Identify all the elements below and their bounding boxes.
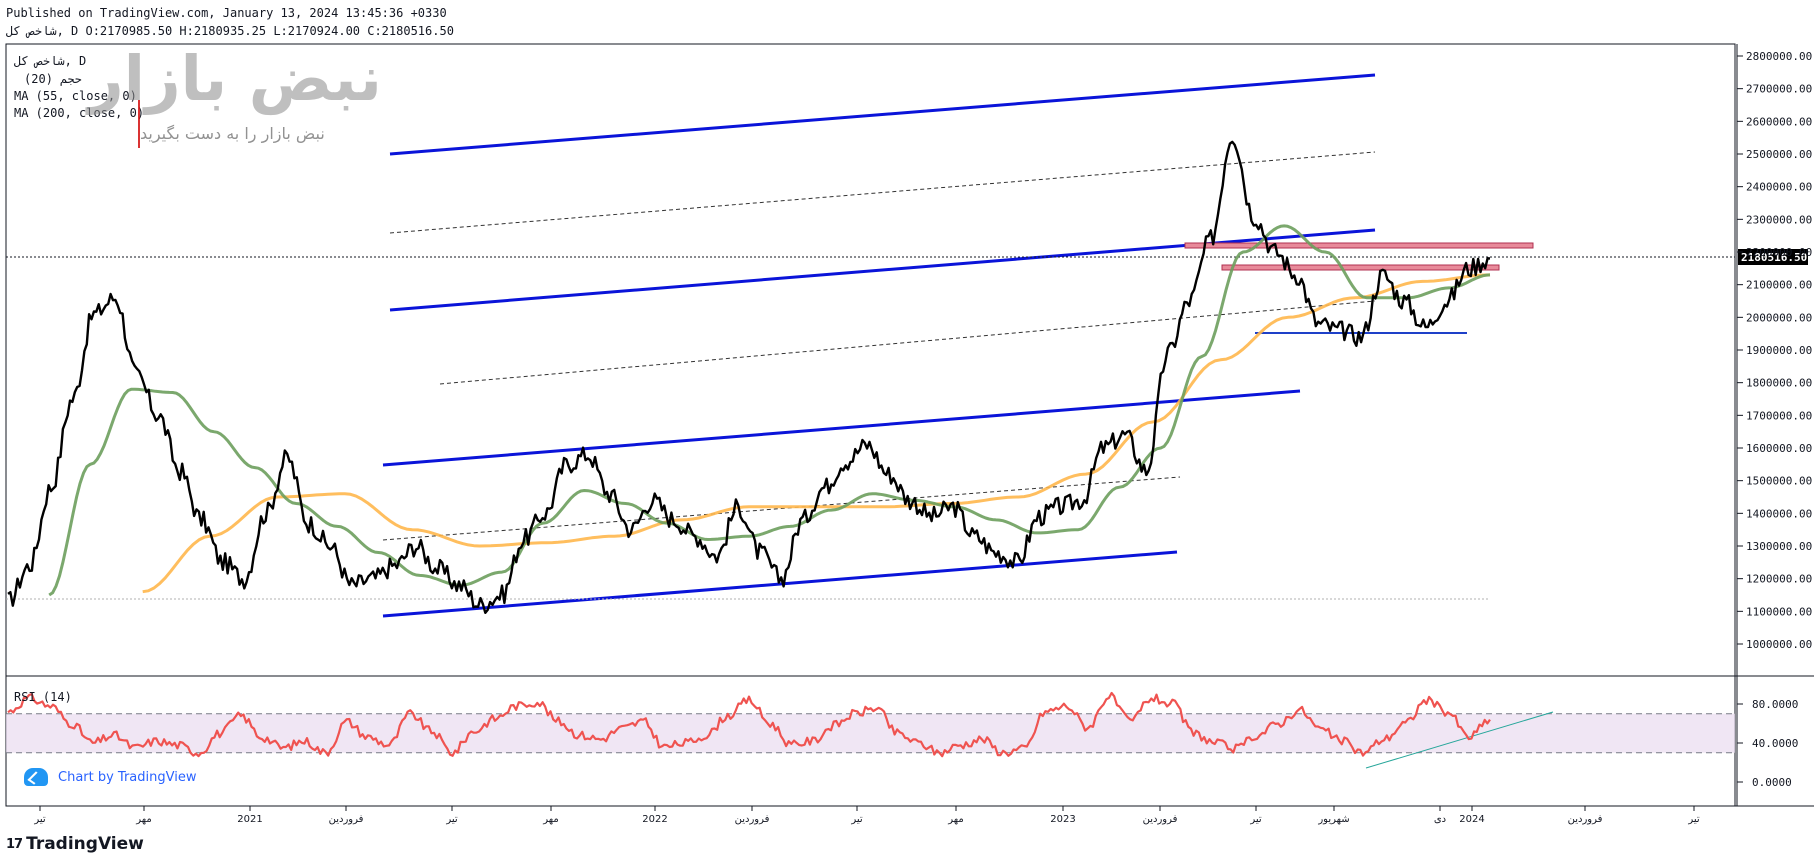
chart-by-tradingview-badge[interactable]: Chart by TradingView — [18, 762, 203, 792]
x-tick-label: مهر — [135, 814, 151, 825]
y-tick-label: 2300000.00 — [1746, 213, 1812, 226]
ohlc-line: شاخص کل, D O:2170985.50 H:2180935.25 L:2… — [6, 24, 454, 38]
y-tick-label: 1100000.00 — [1746, 605, 1812, 618]
x-tick-label: فروردین — [1143, 814, 1178, 825]
rsi-line — [7, 691, 1491, 758]
rsi-trendline — [1365, 711, 1554, 769]
channel-midline — [439, 300, 1376, 385]
x-tick-label: 2023 — [1050, 814, 1075, 825]
x-tick-label: 2021 — [237, 814, 262, 825]
y-tick-label: 2000000.00 — [1746, 311, 1812, 324]
x-tick-label: فروردین — [329, 814, 364, 825]
watermark-logo: نبض بازار — [88, 42, 384, 115]
x-tick-label: فروردین — [1568, 814, 1603, 825]
rsi-tick-label: 0.0000 — [1752, 776, 1792, 789]
y-tick-label: 1800000.00 — [1746, 377, 1812, 390]
support-zone — [1221, 264, 1500, 271]
legend-ma55: MA (55, close, 0) — [14, 89, 137, 103]
y-tick-label: 1300000.00 — [1746, 540, 1812, 553]
x-tick-label: 2024 — [1459, 814, 1484, 825]
watermark-bar — [138, 100, 140, 148]
channel-midline — [389, 151, 1376, 234]
last-price-label: 2180516.50 — [1741, 251, 1807, 264]
x-tick-label: مهر — [947, 814, 963, 825]
x-tick-label: شهریور — [1317, 814, 1349, 825]
y-tick-label: 2800000.00 — [1746, 50, 1812, 63]
rsi-tick-label: 80.0000 — [1752, 698, 1798, 711]
legend-ma200: MA (200, close, 0) — [14, 106, 145, 120]
y-tick-label: 2600000.00 — [1746, 115, 1812, 128]
y-tick-label: 1400000.00 — [1746, 507, 1812, 520]
x-tick-label: 2022 — [642, 814, 667, 825]
y-tick-label: 1000000.00 — [1746, 638, 1812, 651]
y-tick-label: 1600000.00 — [1746, 442, 1812, 455]
x-tick-label: فروردین — [735, 814, 770, 825]
x-tick-label: مهر — [542, 814, 558, 825]
published-line: Published on TradingView.com, January 13… — [6, 6, 447, 20]
price-line — [7, 140, 1491, 614]
rsi-band-layer — [6, 713, 1735, 754]
axes-layer: 2800000.00 2700000.00 2600000.00 2500000.00… — [33, 50, 1812, 825]
channel-line — [382, 550, 1178, 618]
x-tick-label: تیر — [850, 814, 863, 825]
last-price-tag — [1738, 249, 1808, 265]
legend-symbol: شاخص کل, D — [14, 54, 87, 68]
tv-mark-icon: 17 — [6, 836, 23, 852]
watermark-brand: نبض بازار — [88, 42, 384, 115]
chart-frame — [5, 43, 1814, 807]
x-tick-label: تیر — [33, 814, 46, 825]
y-tick-label: 1700000.00 — [1746, 409, 1812, 422]
resistance-zone — [1184, 242, 1534, 249]
drawings — [6, 73, 1735, 769]
x-tick-label: تیر — [1687, 814, 1700, 825]
channel-line — [382, 389, 1301, 467]
rsi-band — [6, 713, 1735, 753]
ma55-line — [48, 224, 1491, 597]
x-tick-label: دی — [1434, 814, 1446, 825]
y-tick-label: 1500000.00 — [1746, 475, 1812, 488]
series-layer: 2180516.50 — [7, 140, 1808, 758]
y-tick-label: 2200000.00 — [1746, 246, 1812, 259]
badge-label: Chart by TradingView — [58, 769, 197, 785]
rsi-tick-label: 40.0000 — [1752, 737, 1798, 750]
rsi-label: RSI (14) — [14, 690, 72, 704]
x-tick-label: تیر — [445, 814, 458, 825]
y-tick-label: 2500000.00 — [1746, 148, 1812, 161]
channel-line — [389, 73, 1376, 156]
y-tick-label: 1200000.00 — [1746, 573, 1812, 586]
y-tick-label: 1900000.00 — [1746, 344, 1812, 357]
x-tick-label: تیر — [1249, 814, 1262, 825]
legend-volume: حجم (20) — [24, 72, 82, 86]
y-tick-label: 2400000.00 — [1746, 181, 1812, 194]
tradingview-wordmark: TradingView — [26, 834, 144, 854]
y-tick-label: 2100000.00 — [1746, 279, 1812, 292]
ma200-line — [142, 273, 1491, 594]
y-tick-label: 2700000.00 — [1746, 83, 1812, 96]
watermark-slogan: نبض بازار را به دست بگیرید — [140, 124, 325, 143]
cloud-icon — [24, 768, 48, 786]
tradingview-logo[interactable]: 17 TradingView — [6, 834, 144, 854]
